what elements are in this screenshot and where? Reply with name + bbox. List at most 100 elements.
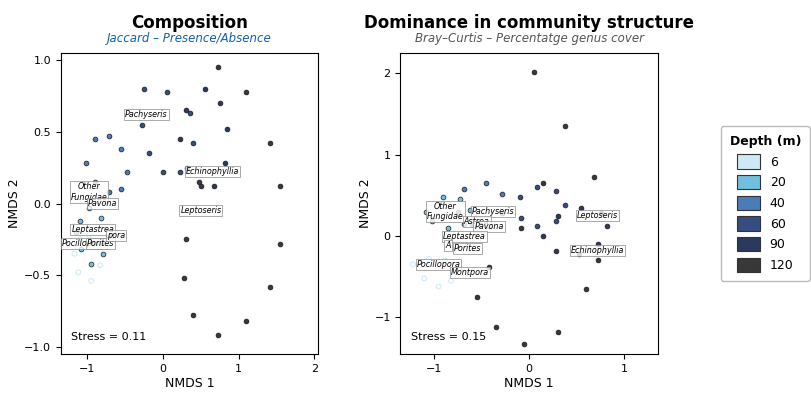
Point [137, 85, 150, 92]
Text: Porites: Porites [453, 244, 480, 253]
Point [221, 126, 234, 132]
Point [273, 241, 286, 247]
Point [179, 107, 192, 114]
Point [143, 150, 156, 157]
Point [572, 251, 585, 257]
Text: Leptoseris: Leptoseris [180, 206, 221, 215]
Point [218, 160, 231, 166]
Point [120, 168, 133, 175]
Point [92, 243, 105, 250]
Point [173, 168, 186, 175]
Point [451, 208, 464, 215]
Point [187, 312, 200, 319]
Point [160, 88, 173, 95]
Point [590, 241, 603, 247]
Point [496, 210, 508, 217]
Point [463, 207, 476, 213]
Point [453, 196, 466, 203]
Point [526, 68, 539, 75]
Point [418, 275, 431, 282]
Point [211, 64, 224, 70]
Text: Echinophyllia: Echinophyllia [570, 246, 624, 255]
Text: Pavona: Pavona [88, 199, 117, 208]
Point [431, 283, 444, 290]
Point [551, 212, 564, 219]
Point [513, 194, 526, 200]
Point [239, 88, 252, 95]
Point [496, 190, 508, 197]
Text: Astrea: Astrea [463, 217, 489, 226]
Point [579, 286, 592, 292]
Point [548, 188, 561, 195]
Text: A: A [444, 241, 450, 250]
Point [198, 85, 211, 92]
Point [93, 262, 106, 269]
X-axis label: NMDS 1: NMDS 1 [165, 376, 214, 389]
Point [194, 183, 207, 190]
Point [84, 278, 97, 284]
Title: Composition: Composition [131, 14, 247, 32]
Point [264, 283, 277, 290]
Text: Other
Fungidae: Other Fungidae [427, 202, 463, 221]
Point [517, 340, 530, 347]
Point [102, 133, 115, 139]
Point [239, 318, 252, 324]
Point [457, 221, 470, 227]
Point [482, 223, 495, 230]
Text: Pocillopora: Pocillopora [62, 239, 105, 248]
Text: Pavona: Pavona [474, 222, 503, 231]
Text: Porites: Porites [87, 239, 114, 248]
Point [574, 204, 587, 211]
Title: Dominance in community structure: Dominance in community structure [363, 14, 693, 32]
Point [135, 121, 148, 128]
Point [530, 223, 543, 230]
Point [465, 221, 478, 227]
Point [73, 236, 86, 243]
Point [419, 208, 432, 215]
Point [84, 260, 97, 267]
Point [536, 233, 549, 239]
Text: Pachyseris: Pachyseris [471, 207, 513, 216]
Point [79, 160, 92, 166]
Point [187, 140, 200, 147]
Point [425, 218, 438, 225]
Point [594, 210, 607, 217]
Point [211, 332, 224, 339]
Point [96, 250, 109, 257]
Point [115, 186, 128, 193]
X-axis label: NMDS 1: NMDS 1 [504, 376, 553, 389]
Text: Pocillopora: Pocillopora [416, 260, 460, 269]
Y-axis label: NMDS 2: NMDS 2 [358, 179, 371, 228]
Point [514, 225, 527, 231]
Point [479, 180, 492, 186]
Point [436, 194, 449, 200]
Point [470, 294, 483, 300]
Point [157, 168, 169, 175]
Point [88, 136, 101, 142]
Text: Other
Fungidae: Other Fungidae [71, 182, 107, 202]
Text: Echinophyllia: Echinophyllia [185, 167, 238, 177]
Point [273, 183, 286, 190]
Point [193, 179, 206, 185]
Point [548, 218, 561, 225]
Point [514, 215, 527, 221]
Text: Jaccard – Presence/Absence: Jaccard – Presence/Absence [107, 33, 272, 46]
Point [422, 256, 435, 262]
Point [590, 257, 603, 264]
Point [94, 214, 107, 221]
Point [438, 257, 451, 264]
Text: Montpora: Montpora [450, 268, 488, 277]
Text: Bray–Curtis – Percentatge genus cover: Bray–Curtis – Percentatge genus cover [414, 33, 643, 46]
Point [75, 246, 88, 253]
Point [482, 264, 495, 270]
Point [173, 136, 186, 142]
Point [446, 267, 459, 274]
Point [88, 179, 101, 185]
Point [71, 269, 84, 276]
Point [264, 140, 277, 147]
Text: pora: pora [107, 230, 125, 240]
Point [551, 329, 564, 335]
Point [182, 110, 195, 116]
Point [536, 180, 549, 186]
Point [548, 247, 561, 254]
